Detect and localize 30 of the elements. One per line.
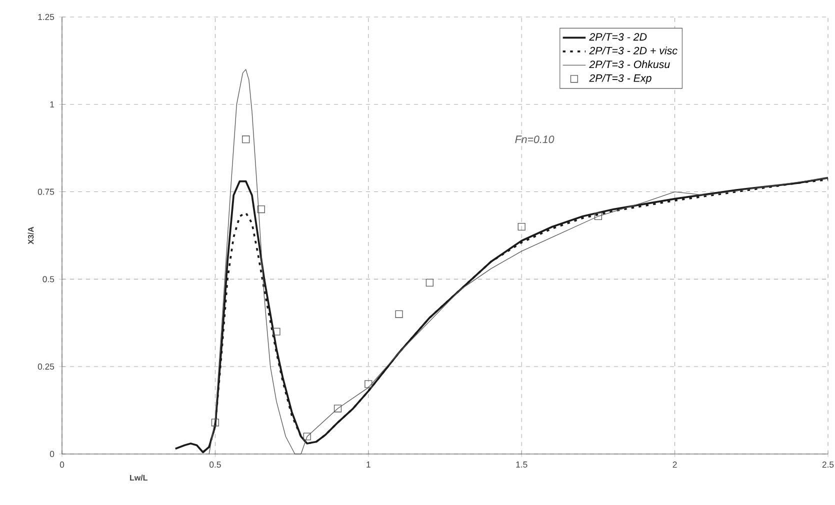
point bbox=[395, 310, 403, 318]
point bbox=[518, 222, 526, 231]
x-tick-label: 1 bbox=[366, 462, 370, 468]
y-tick-label: 0.25 bbox=[38, 364, 54, 370]
x-tick-label: 2.5 bbox=[822, 462, 834, 468]
point bbox=[242, 136, 250, 144]
y-tick-label: 1 bbox=[50, 101, 54, 108]
point bbox=[211, 418, 220, 426]
legend-label: 2P/T=3 - 2D + visc bbox=[589, 46, 678, 54]
x-axis-title: Lw/L bbox=[130, 474, 148, 481]
legend-label: 2P/T=3 - Exp bbox=[589, 74, 652, 84]
legend-label: 2P/T=3 - Ohkusu bbox=[589, 60, 670, 68]
point bbox=[594, 212, 602, 220]
point bbox=[334, 404, 342, 412]
y-tick-label: 1.25 bbox=[38, 14, 54, 20]
y-axis-title: X3/A bbox=[28, 226, 34, 244]
point bbox=[272, 328, 280, 336]
point bbox=[303, 432, 311, 440]
x-tick-label: 2 bbox=[672, 462, 677, 468]
y-tick-label: 0.5 bbox=[42, 276, 54, 282]
x-tick-label: 1.5 bbox=[516, 462, 528, 468]
x-tick-label: 0.5 bbox=[210, 462, 221, 468]
annotation: Fn=0.10 bbox=[515, 136, 554, 144]
legend-label: 2P/T=3 - 2D bbox=[589, 32, 647, 41]
point bbox=[364, 380, 372, 388]
point bbox=[257, 205, 265, 214]
y-tick-label: 0 bbox=[50, 450, 54, 458]
y-tick-label: 0.75 bbox=[38, 188, 54, 195]
point bbox=[426, 278, 434, 286]
x-tick-label: 0 bbox=[60, 462, 64, 468]
